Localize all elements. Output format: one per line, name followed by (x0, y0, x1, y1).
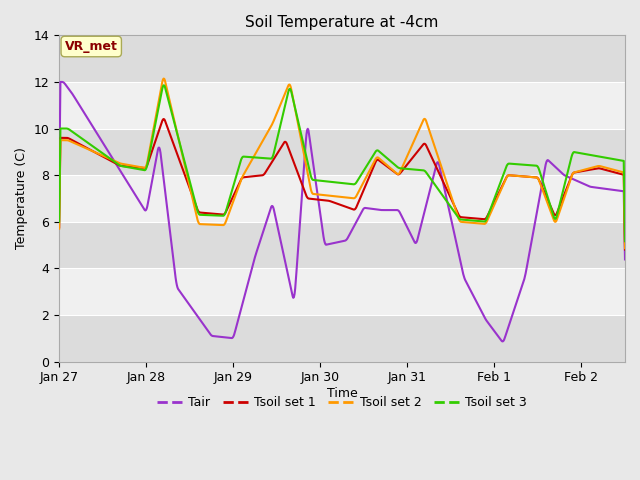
Text: VR_met: VR_met (65, 40, 118, 53)
Bar (59, 315, 625, 361)
Bar (59, 82, 625, 129)
Y-axis label: Temperature (C): Temperature (C) (15, 147, 28, 250)
X-axis label: Time: Time (326, 387, 358, 400)
Bar (59, 175, 625, 222)
Bar (59, 36, 625, 82)
Bar (59, 129, 625, 175)
Bar (59, 268, 625, 315)
Title: Soil Temperature at -4cm: Soil Temperature at -4cm (245, 15, 439, 30)
Legend: Tair, Tsoil set 1, Tsoil set 2, Tsoil set 3: Tair, Tsoil set 1, Tsoil set 2, Tsoil se… (152, 391, 532, 414)
Bar (59, 222, 625, 268)
